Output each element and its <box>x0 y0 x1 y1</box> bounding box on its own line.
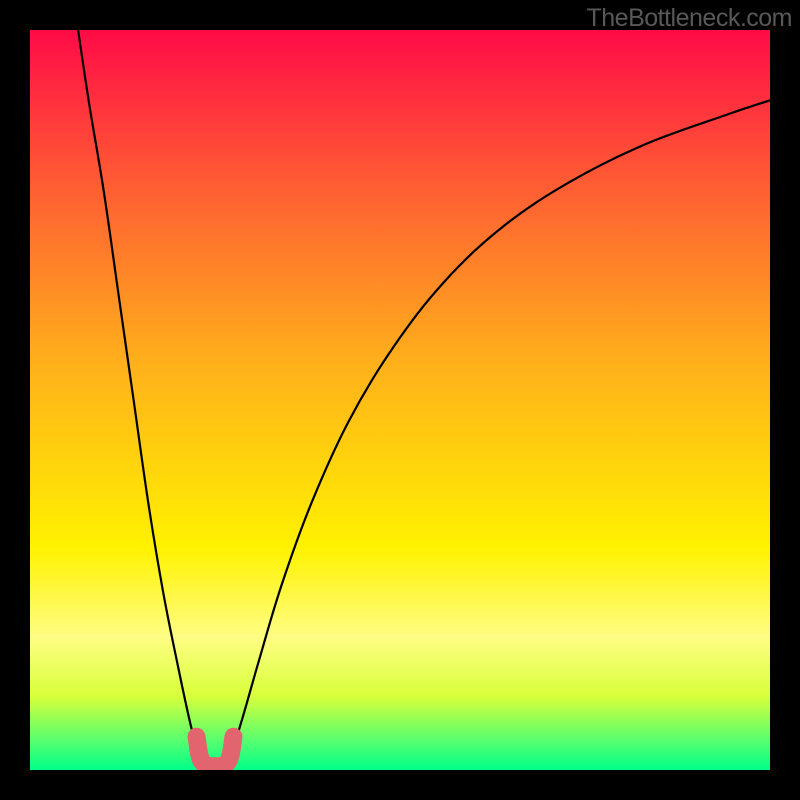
gradient-background <box>30 30 770 770</box>
bottleneck-chart <box>0 0 800 800</box>
chart-container: TheBottleneck.com <box>0 0 800 800</box>
watermark-text: TheBottleneck.com <box>587 4 793 33</box>
